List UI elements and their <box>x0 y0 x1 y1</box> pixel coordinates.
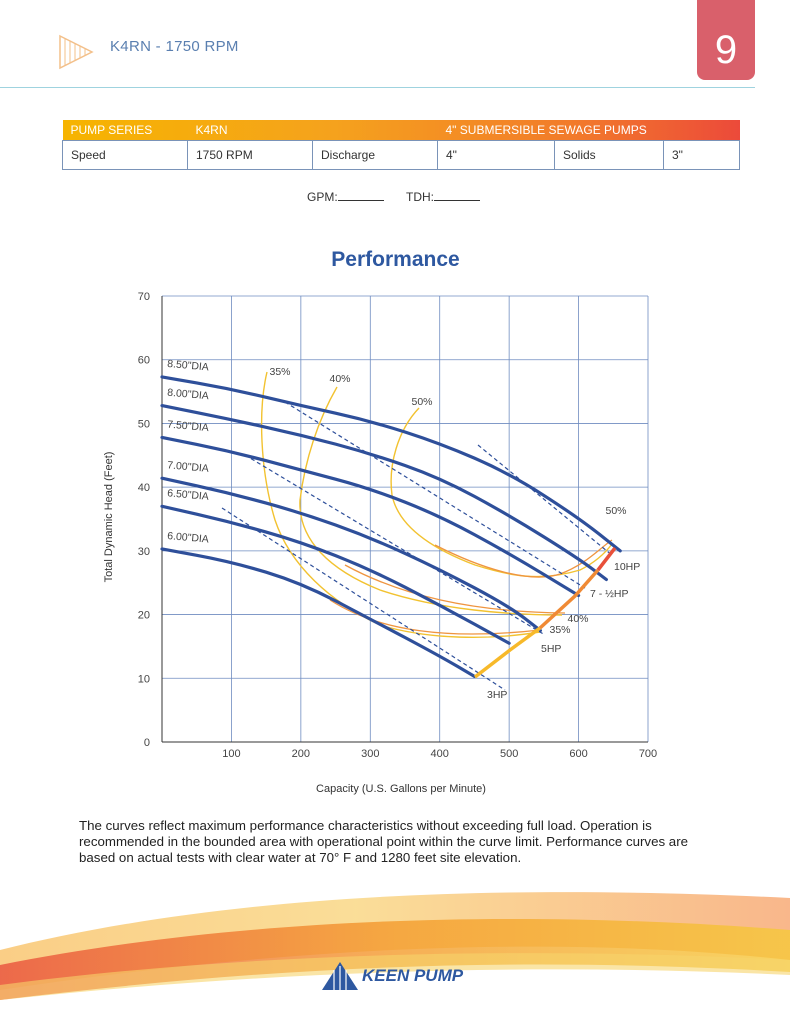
impeller-curve <box>160 504 511 645</box>
limit-efficiency-label: 40% <box>567 613 588 625</box>
chart-grid <box>161 295 649 743</box>
gpm-field[interactable]: GPM: <box>307 190 384 204</box>
limit-line-red <box>596 546 617 572</box>
efficiency-orange-35 <box>329 599 541 635</box>
axis-text: 100 200 300 400 500 600 700 0 10 20 30 40 50 60 70 Capa… <box>103 291 657 795</box>
y-tick-label: 70 <box>138 291 150 303</box>
diameter-label: 7.00"DIA <box>167 459 210 475</box>
spec-cell: 3" <box>663 140 740 170</box>
hp-label: 3HP <box>487 689 507 701</box>
hp-line-5 <box>244 454 546 636</box>
logo-icon <box>59 34 94 70</box>
y-tick-label: 50 <box>138 418 150 430</box>
header-title: K4RN - 1750 RPM <box>110 38 239 55</box>
y-tick-label: 60 <box>138 355 150 367</box>
diameter-label: 6.00"DIA <box>167 530 210 546</box>
diameter-label: 6.50"DIA <box>167 487 210 503</box>
impeller-curves <box>160 375 622 678</box>
spec-table: PUMP SERIES K4RN 4" SUBMERSIBLE SEWAGE P… <box>62 120 740 170</box>
limit-efficiency-label: 50% <box>605 505 626 517</box>
efficiency-curve-40 <box>299 386 563 616</box>
performance-note: The curves reflect maximum performance c… <box>79 818 689 865</box>
y-tick-label: 0 <box>144 737 150 749</box>
footer-wave <box>0 892 790 1000</box>
hp-line-10 <box>477 444 614 557</box>
operating-limit <box>473 546 617 679</box>
page-number: 9 <box>714 28 738 72</box>
limit-efficiency-label: 35% <box>549 624 570 636</box>
spec-header-cell: 4" SUBMERSIBLE SEWAGE PUMPS <box>445 123 647 137</box>
impeller-curve <box>160 547 477 678</box>
hp-label: 7 - ½HP <box>590 588 629 600</box>
x-axis-title: Capacity (U.S. Gallons per Minute) <box>316 783 486 795</box>
efficiency-curves <box>260 371 613 638</box>
limit-line-yellow <box>473 626 542 679</box>
hp-label: 5HP <box>541 643 561 655</box>
limit-line-orange <box>538 568 600 630</box>
brand-name: KEEN PUMP <box>362 966 464 985</box>
y-tick-label: 30 <box>138 546 150 558</box>
tdh-field[interactable]: TDH: <box>406 190 480 204</box>
y-tick-label: 40 <box>138 482 150 494</box>
tdh-blank[interactable] <box>434 200 480 201</box>
chart-labels: 8.50"DIA 8.00"DIA 7.50"DIA 7.00"DIA 6.50"DIA… <box>167 358 641 701</box>
tdh-label: TDH: <box>406 190 434 204</box>
spec-cell: Discharge <box>312 140 438 170</box>
gpm-label: GPM: <box>307 190 338 204</box>
y-tick-label: 20 <box>138 610 150 622</box>
performance-title: Performance <box>331 248 460 271</box>
diameter-label: 7.50"DIA <box>167 418 210 434</box>
spec-header-cell: PUMP SERIES <box>70 123 153 137</box>
hp-line-3 <box>221 507 506 691</box>
x-tick-label: 700 <box>639 748 657 760</box>
x-tick-label: 200 <box>292 748 310 760</box>
efficiency-orange-40 <box>344 564 566 614</box>
diameter-label: 8.50"DIA <box>167 358 210 374</box>
efficiency-curve-35 <box>260 371 541 638</box>
efficiency-label: 35% <box>269 366 290 378</box>
gpm-blank[interactable] <box>337 200 384 201</box>
y-tick-label: 10 <box>138 673 150 685</box>
spec-cell: 1750 RPM <box>187 140 313 170</box>
impeller-curve <box>160 403 608 582</box>
efficiency-orange-50 <box>434 539 613 578</box>
x-tick-label: 600 <box>569 748 587 760</box>
hp-label: 10HP <box>614 561 640 573</box>
x-tick-label: 500 <box>500 748 518 760</box>
spec-cell: Speed <box>62 140 188 170</box>
spec-header-row: PUMP SERIES K4RN 4" SUBMERSIBLE SEWAGE P… <box>62 120 740 141</box>
hp-line-7half <box>284 401 586 589</box>
impeller-curve <box>160 476 542 633</box>
efficiency-label: 50% <box>411 396 432 408</box>
hp-limit-lines <box>221 401 614 691</box>
brand-icon <box>322 962 358 990</box>
page-number-tab: 9 <box>697 0 755 80</box>
spec-data-row: Speed 1750 RPM Discharge 4" Solids 3" <box>62 140 740 170</box>
impeller-curve <box>160 375 622 553</box>
efficiency-curve-50 <box>390 407 613 578</box>
spec-header-cell: K4RN <box>195 123 228 137</box>
x-tick-label: 300 <box>361 748 379 760</box>
diameter-label: 8.00"DIA <box>167 387 210 403</box>
efficiency-label: 40% <box>329 373 350 385</box>
x-tick-label: 400 <box>431 748 449 760</box>
header-divider <box>0 87 755 88</box>
spec-cell: Solids <box>554 140 664 170</box>
impeller-curve <box>160 435 581 598</box>
y-axis-title: Total Dynamic Head (Feet) <box>103 452 115 583</box>
x-tick-label: 100 <box>222 748 240 760</box>
